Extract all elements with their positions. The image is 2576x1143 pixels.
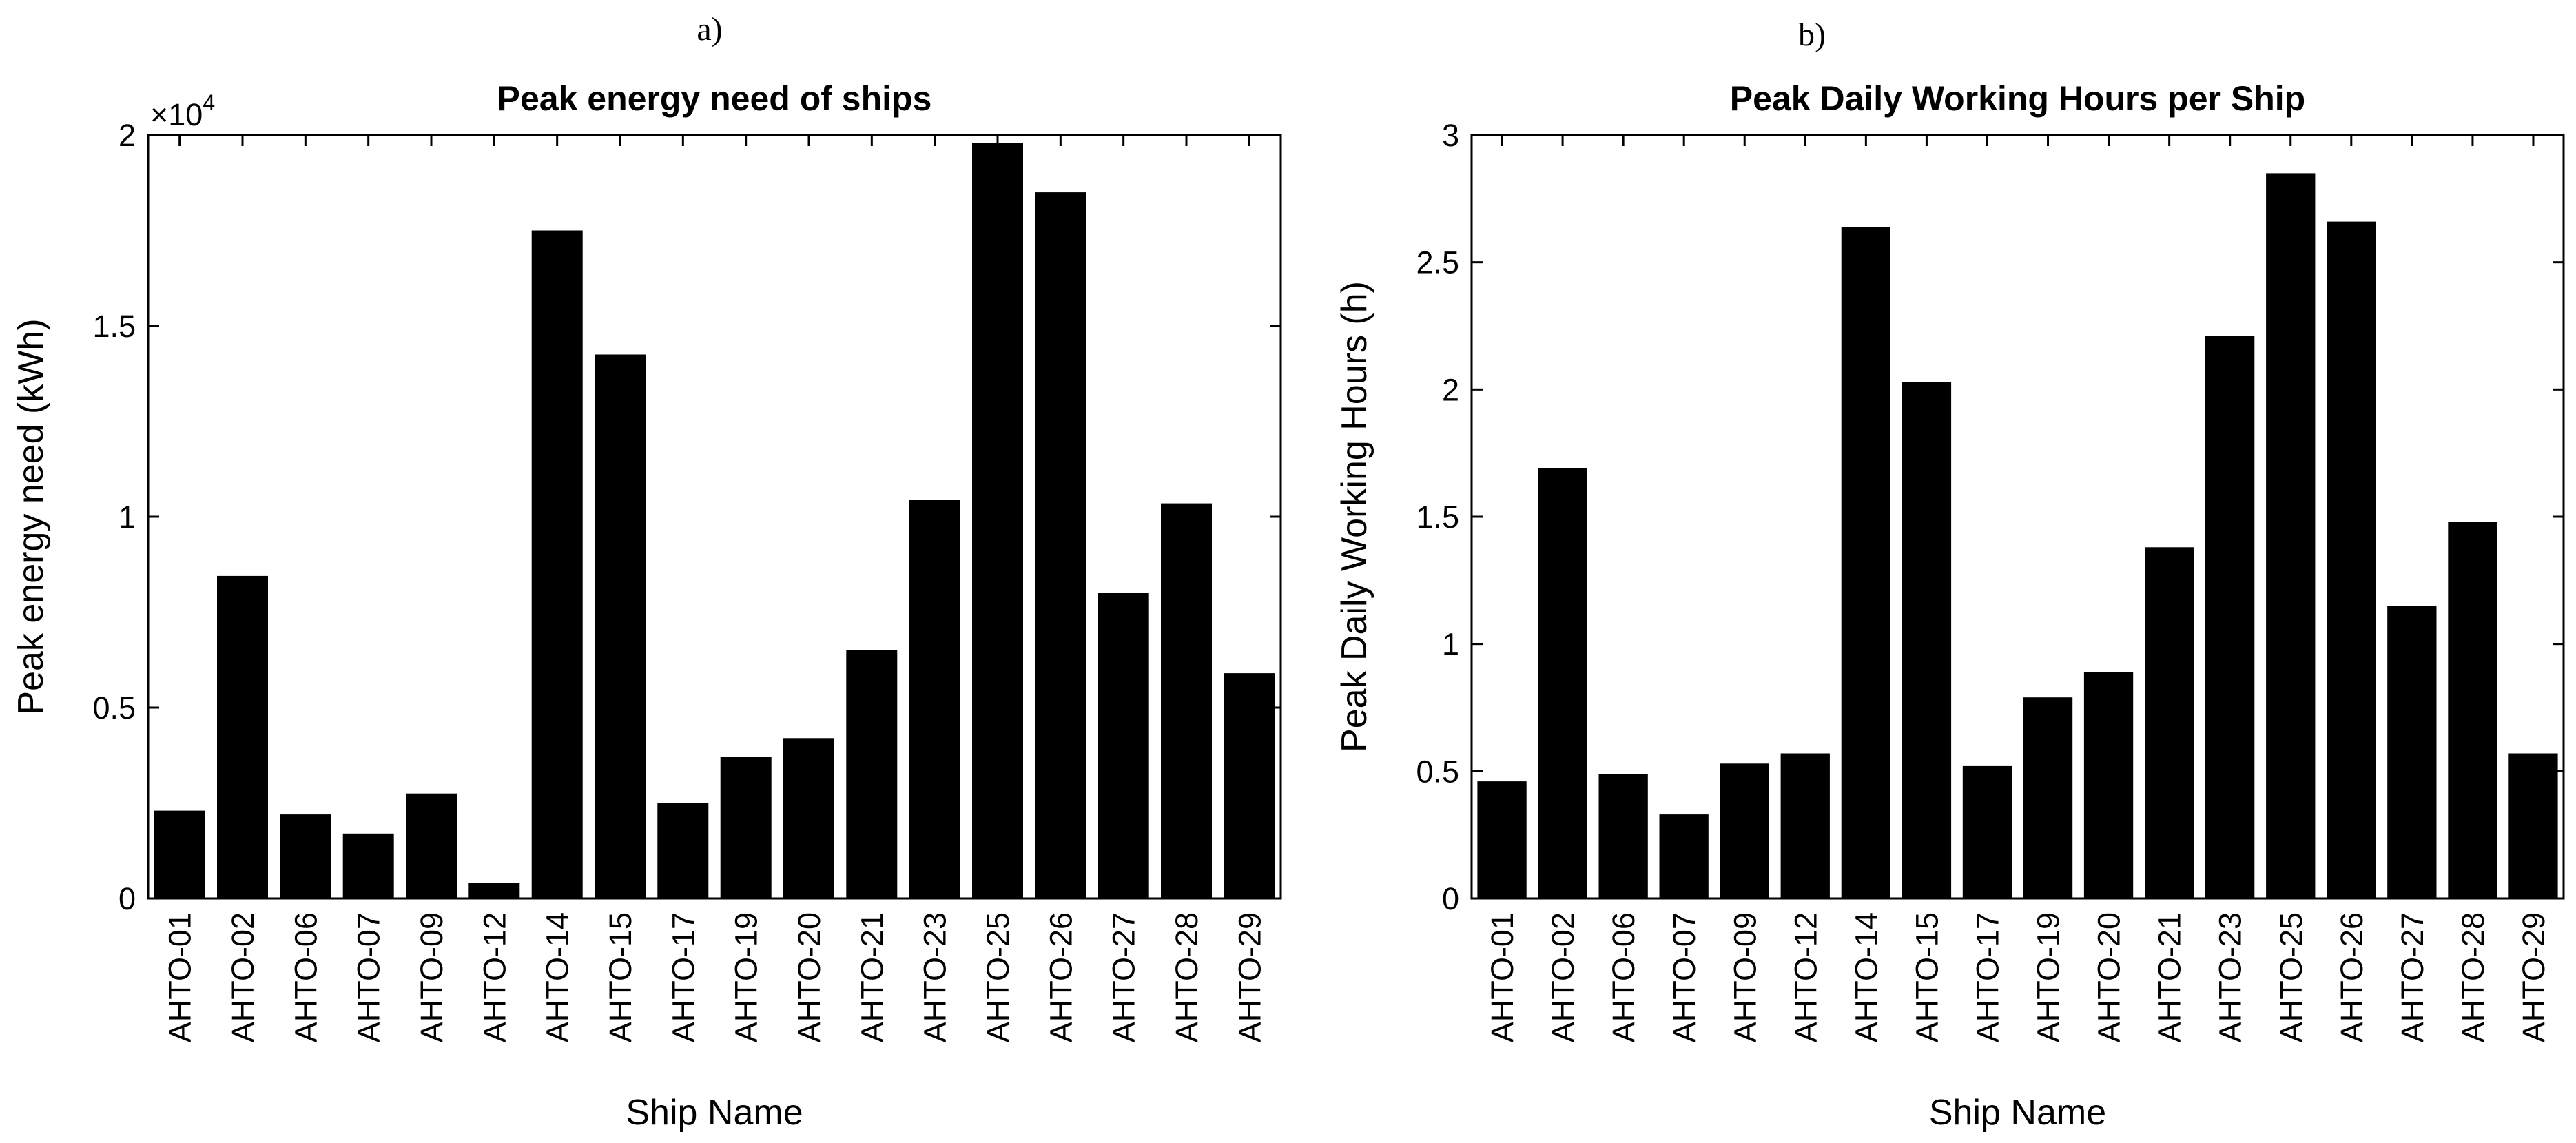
x-tick-label: AHTO-21 xyxy=(854,912,889,1042)
x-tick-label: AHTO-12 xyxy=(477,912,512,1042)
bar-ahto-23 xyxy=(909,500,960,898)
y-tick-label: 0.5 xyxy=(92,690,136,725)
bar-ahto-21 xyxy=(846,650,898,898)
x-tick-label: AHTO-02 xyxy=(225,912,260,1042)
chart-title: Peak energy need of ships xyxy=(497,79,932,118)
x-tick-label: AHTO-21 xyxy=(2152,912,2187,1042)
x-tick-label: AHTO-26 xyxy=(2334,912,2369,1042)
panel-label: b) xyxy=(1798,17,1826,53)
x-tick-label: AHTO-09 xyxy=(1727,912,1762,1042)
bar-ahto-14 xyxy=(1841,227,1890,898)
bar-ahto-25 xyxy=(2266,173,2316,898)
x-tick-label: AHTO-27 xyxy=(1106,912,1142,1042)
x-tick-label: AHTO-14 xyxy=(1848,912,1884,1042)
y-tick-label: 0.5 xyxy=(1416,754,1459,789)
x-tick-label: AHTO-15 xyxy=(603,912,638,1042)
x-tick-label: AHTO-19 xyxy=(2031,912,2066,1042)
bar-ahto-28 xyxy=(1161,503,1212,898)
y-tick-label: 0 xyxy=(1442,881,1459,916)
y-multiplier: ×104 xyxy=(150,90,215,132)
bar-ahto-20 xyxy=(2083,672,2134,898)
x-axis-label: Ship Name xyxy=(1929,1093,2106,1133)
bar-ahto-26 xyxy=(1035,192,1086,899)
x-tick-label: AHTO-07 xyxy=(351,912,387,1042)
bar-ahto-06 xyxy=(1598,774,1648,898)
y-tick-label: 0 xyxy=(119,881,136,916)
bar-ahto-27 xyxy=(1098,593,1149,898)
x-tick-label: AHTO-17 xyxy=(1970,912,2005,1042)
x-tick-label: AHTO-12 xyxy=(1788,912,1823,1042)
x-tick-label: AHTO-29 xyxy=(1232,912,1267,1042)
bar-ahto-29 xyxy=(2508,753,2558,898)
y-multiplier-exponent: 4 xyxy=(203,90,215,115)
x-tick-label: AHTO-06 xyxy=(288,912,323,1042)
y-axis-label: Peak energy need (kWh) xyxy=(11,318,51,714)
x-tick-label: AHTO-09 xyxy=(414,912,449,1042)
y-tick-label: 3 xyxy=(1442,118,1459,153)
bar-ahto-28 xyxy=(2448,522,2497,898)
y-tick-label: 1.5 xyxy=(92,309,136,344)
y-tick-label: 2.5 xyxy=(1416,245,1459,280)
x-tick-label: AHTO-01 xyxy=(163,912,198,1042)
x-tick-label: AHTO-29 xyxy=(2516,912,2551,1042)
bar-ahto-12 xyxy=(1780,753,1830,898)
panel-label: a) xyxy=(697,11,722,48)
bar-ahto-20 xyxy=(783,738,834,898)
x-tick-label: AHTO-17 xyxy=(666,912,701,1042)
x-tick-label: AHTO-20 xyxy=(2092,912,2127,1042)
chart-panel-hours: b) Peak Daily Working Hours per Ship 0 0.5 1… xyxy=(1335,17,2565,1133)
bar-ahto-29 xyxy=(1224,673,1275,898)
x-tick-label: AHTO-28 xyxy=(1169,912,1204,1042)
bar-ahto-27 xyxy=(2387,606,2437,898)
y-axis-label: Peak Daily Working Hours (h) xyxy=(1335,281,1374,752)
bar-ahto-26 xyxy=(2327,221,2376,899)
x-tick-label: AHTO-23 xyxy=(2213,912,2248,1042)
chart-title: Peak Daily Working Hours per Ship xyxy=(1730,79,2305,118)
x-tick-label: AHTO-27 xyxy=(2395,912,2430,1042)
x-tick-label: AHTO-14 xyxy=(540,912,575,1042)
x-tick-label: AHTO-01 xyxy=(1485,912,1520,1042)
x-tick-label: AHTO-02 xyxy=(1545,912,1580,1042)
x-tick-label: AHTO-25 xyxy=(2274,912,2309,1042)
bar-ahto-06 xyxy=(280,814,331,898)
x-tick-label: AHTO-26 xyxy=(1043,912,1078,1042)
x-tick-label: AHTO-20 xyxy=(792,912,827,1042)
bar-ahto-21 xyxy=(2145,547,2194,898)
x-tick-label: AHTO-25 xyxy=(980,912,1016,1042)
bar-ahto-19 xyxy=(720,757,772,898)
x-tick-label: AHTO-07 xyxy=(1667,912,1702,1042)
bar-ahto-07 xyxy=(1659,814,1709,898)
bar-ahto-19 xyxy=(2023,697,2073,898)
y-tick-label: 1 xyxy=(1442,627,1459,662)
x-tick-label: AHTO-15 xyxy=(1909,912,1944,1042)
bar-ahto-02 xyxy=(217,575,268,898)
x-tick-label: AHTO-19 xyxy=(729,912,764,1042)
y-multiplier-base: ×10 xyxy=(150,97,203,132)
bar-ahto-14 xyxy=(531,230,583,898)
bar-ahto-15 xyxy=(595,354,646,898)
y-tick-label: 2 xyxy=(119,118,136,153)
bar-ahto-09 xyxy=(406,793,457,898)
bar-ahto-01 xyxy=(1477,781,1527,898)
bar-ahto-17 xyxy=(1962,765,2012,898)
bar-ahto-02 xyxy=(1538,468,1587,898)
x-axis-label: Ship Name xyxy=(626,1093,803,1133)
y-tick-label: 1 xyxy=(119,500,136,535)
bar-ahto-15 xyxy=(1902,382,1952,898)
x-tick-label: AHTO-28 xyxy=(2455,912,2491,1042)
bar-ahto-01 xyxy=(154,810,205,898)
chart-panel-energy: a) Peak energy need of ships 0 0.5 1 1.5 2 AHTO… xyxy=(11,11,1282,1133)
y-tick-label: 1.5 xyxy=(1416,500,1459,535)
bar-ahto-23 xyxy=(2205,336,2255,898)
bar-ahto-25 xyxy=(972,143,1023,899)
x-tick-label: AHTO-06 xyxy=(1606,912,1641,1042)
y-tick-label: 2 xyxy=(1442,372,1459,407)
x-tick-label: AHTO-23 xyxy=(918,912,953,1042)
bar-ahto-17 xyxy=(657,803,709,898)
bar-ahto-09 xyxy=(1720,763,1769,898)
